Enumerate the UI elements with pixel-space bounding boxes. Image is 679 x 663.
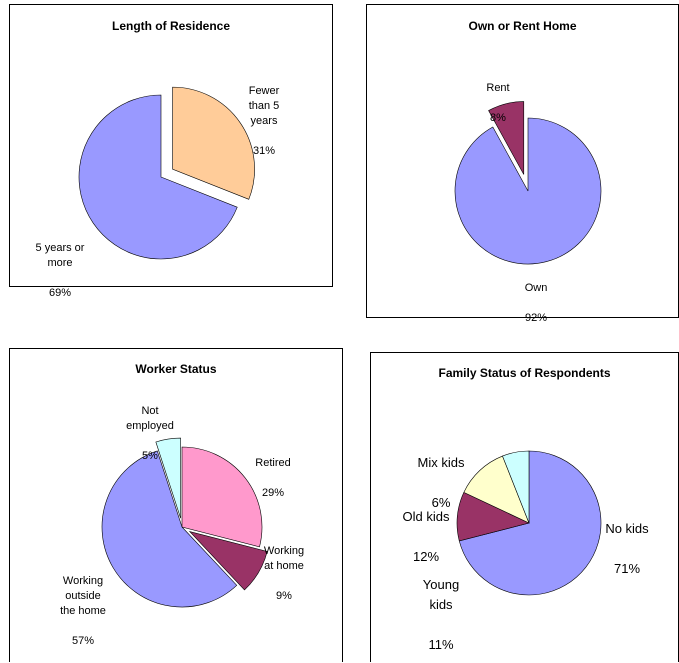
slice-label-name: Old kids xyxy=(402,509,450,524)
slice-label-pct: 5% xyxy=(142,450,158,462)
pie-slice-not-employed xyxy=(155,437,181,519)
slice-label-name: Young kids xyxy=(422,577,460,612)
pie-slice-working-outside-the-home xyxy=(101,450,238,608)
chart-panel-own-or-rent-home: Own or Rent Home Rent 8% Own 92% xyxy=(366,4,679,324)
pie-chart-worker-status xyxy=(101,437,268,608)
slice-label-name: Retired xyxy=(255,457,291,469)
slice-label-pct: 6% xyxy=(431,495,451,510)
pie-chart-own-or-rent-home xyxy=(454,101,602,265)
slice-label-pct: 8% xyxy=(490,112,506,124)
slice-label-not-employed: Not employed 5% xyxy=(118,389,182,464)
chart-panel-worker-status: Worker Status Retired 29% Working at hom… xyxy=(9,348,343,662)
slice-label-pct: 31% xyxy=(252,145,276,157)
slice-label-name: Mix kids xyxy=(417,455,465,470)
slice-label-pct: 92% xyxy=(524,312,548,324)
slice-label-5-years-or-more: 5 years or more 69% xyxy=(20,226,100,301)
slice-label-name: No kids xyxy=(605,521,649,536)
slice-label-own: Own 92% xyxy=(511,266,561,326)
slice-label-pct: 9% xyxy=(276,590,292,602)
slice-label-pct: 29% xyxy=(261,487,285,499)
pie-slice-retired xyxy=(181,446,263,548)
slice-label-name: Not employed xyxy=(126,405,174,432)
slice-label-name: Working outside the home xyxy=(60,575,106,617)
slice-label-rent: Rent 8% xyxy=(473,66,523,126)
slice-label-working-at-home: Working at home 9% xyxy=(254,529,314,604)
chart-panel-family-status: Family Status of Respondents No kids 71%… xyxy=(370,352,679,662)
pie-slice-no-kids xyxy=(458,450,602,596)
slice-label-mix-kids: Mix kids 6% xyxy=(401,433,481,513)
slice-label-old-kids: Old kids 12% xyxy=(391,487,461,567)
slice-label-name: Fewer than 5 years xyxy=(248,85,280,127)
slice-label-pct: 69% xyxy=(48,287,72,299)
chart-panel-length-of-residence: Length of Residence Fewer than 5 years 3… xyxy=(9,4,333,299)
slice-label-pct: 12% xyxy=(412,549,440,564)
slice-label-fewer-than-5-years: Fewer than 5 years 31% xyxy=(232,69,296,159)
pie-slice-rent xyxy=(488,101,525,175)
pie-slice-fewer-than-5-years xyxy=(172,86,255,200)
chart-title: Family Status of Respondents xyxy=(438,366,611,380)
slice-label-name: 5 years or more xyxy=(35,242,85,269)
slice-label-retired: Retired 29% xyxy=(246,441,300,501)
pie-slice-working-at-home xyxy=(188,531,268,591)
pie-slice-5-years-or-more xyxy=(78,94,238,260)
slice-label-pct: 57% xyxy=(71,635,95,647)
chart-title: Length of Residence xyxy=(111,19,230,33)
slice-label-pct: 11% xyxy=(428,637,454,652)
pie-chart-length-of-residence xyxy=(78,86,255,260)
slice-label-pct: 71% xyxy=(613,561,641,576)
pie-slice-own xyxy=(454,117,602,265)
slice-label-name: Rent xyxy=(486,82,510,94)
slice-label-working-outside-the-home: Working outside the home 57% xyxy=(48,559,118,649)
slice-label-name: Own xyxy=(524,282,548,294)
pie-chart-family-status xyxy=(456,450,602,596)
slice-label-no-kids: No kids 71% xyxy=(595,499,659,579)
chart-title: Worker Status xyxy=(135,362,217,376)
pie-slice-mix-kids xyxy=(502,450,530,524)
slice-label-name: Working at home xyxy=(263,545,305,572)
slice-label-young-kids: Young kids 11% xyxy=(409,555,473,655)
chart-title: Own or Rent Home xyxy=(468,19,577,33)
